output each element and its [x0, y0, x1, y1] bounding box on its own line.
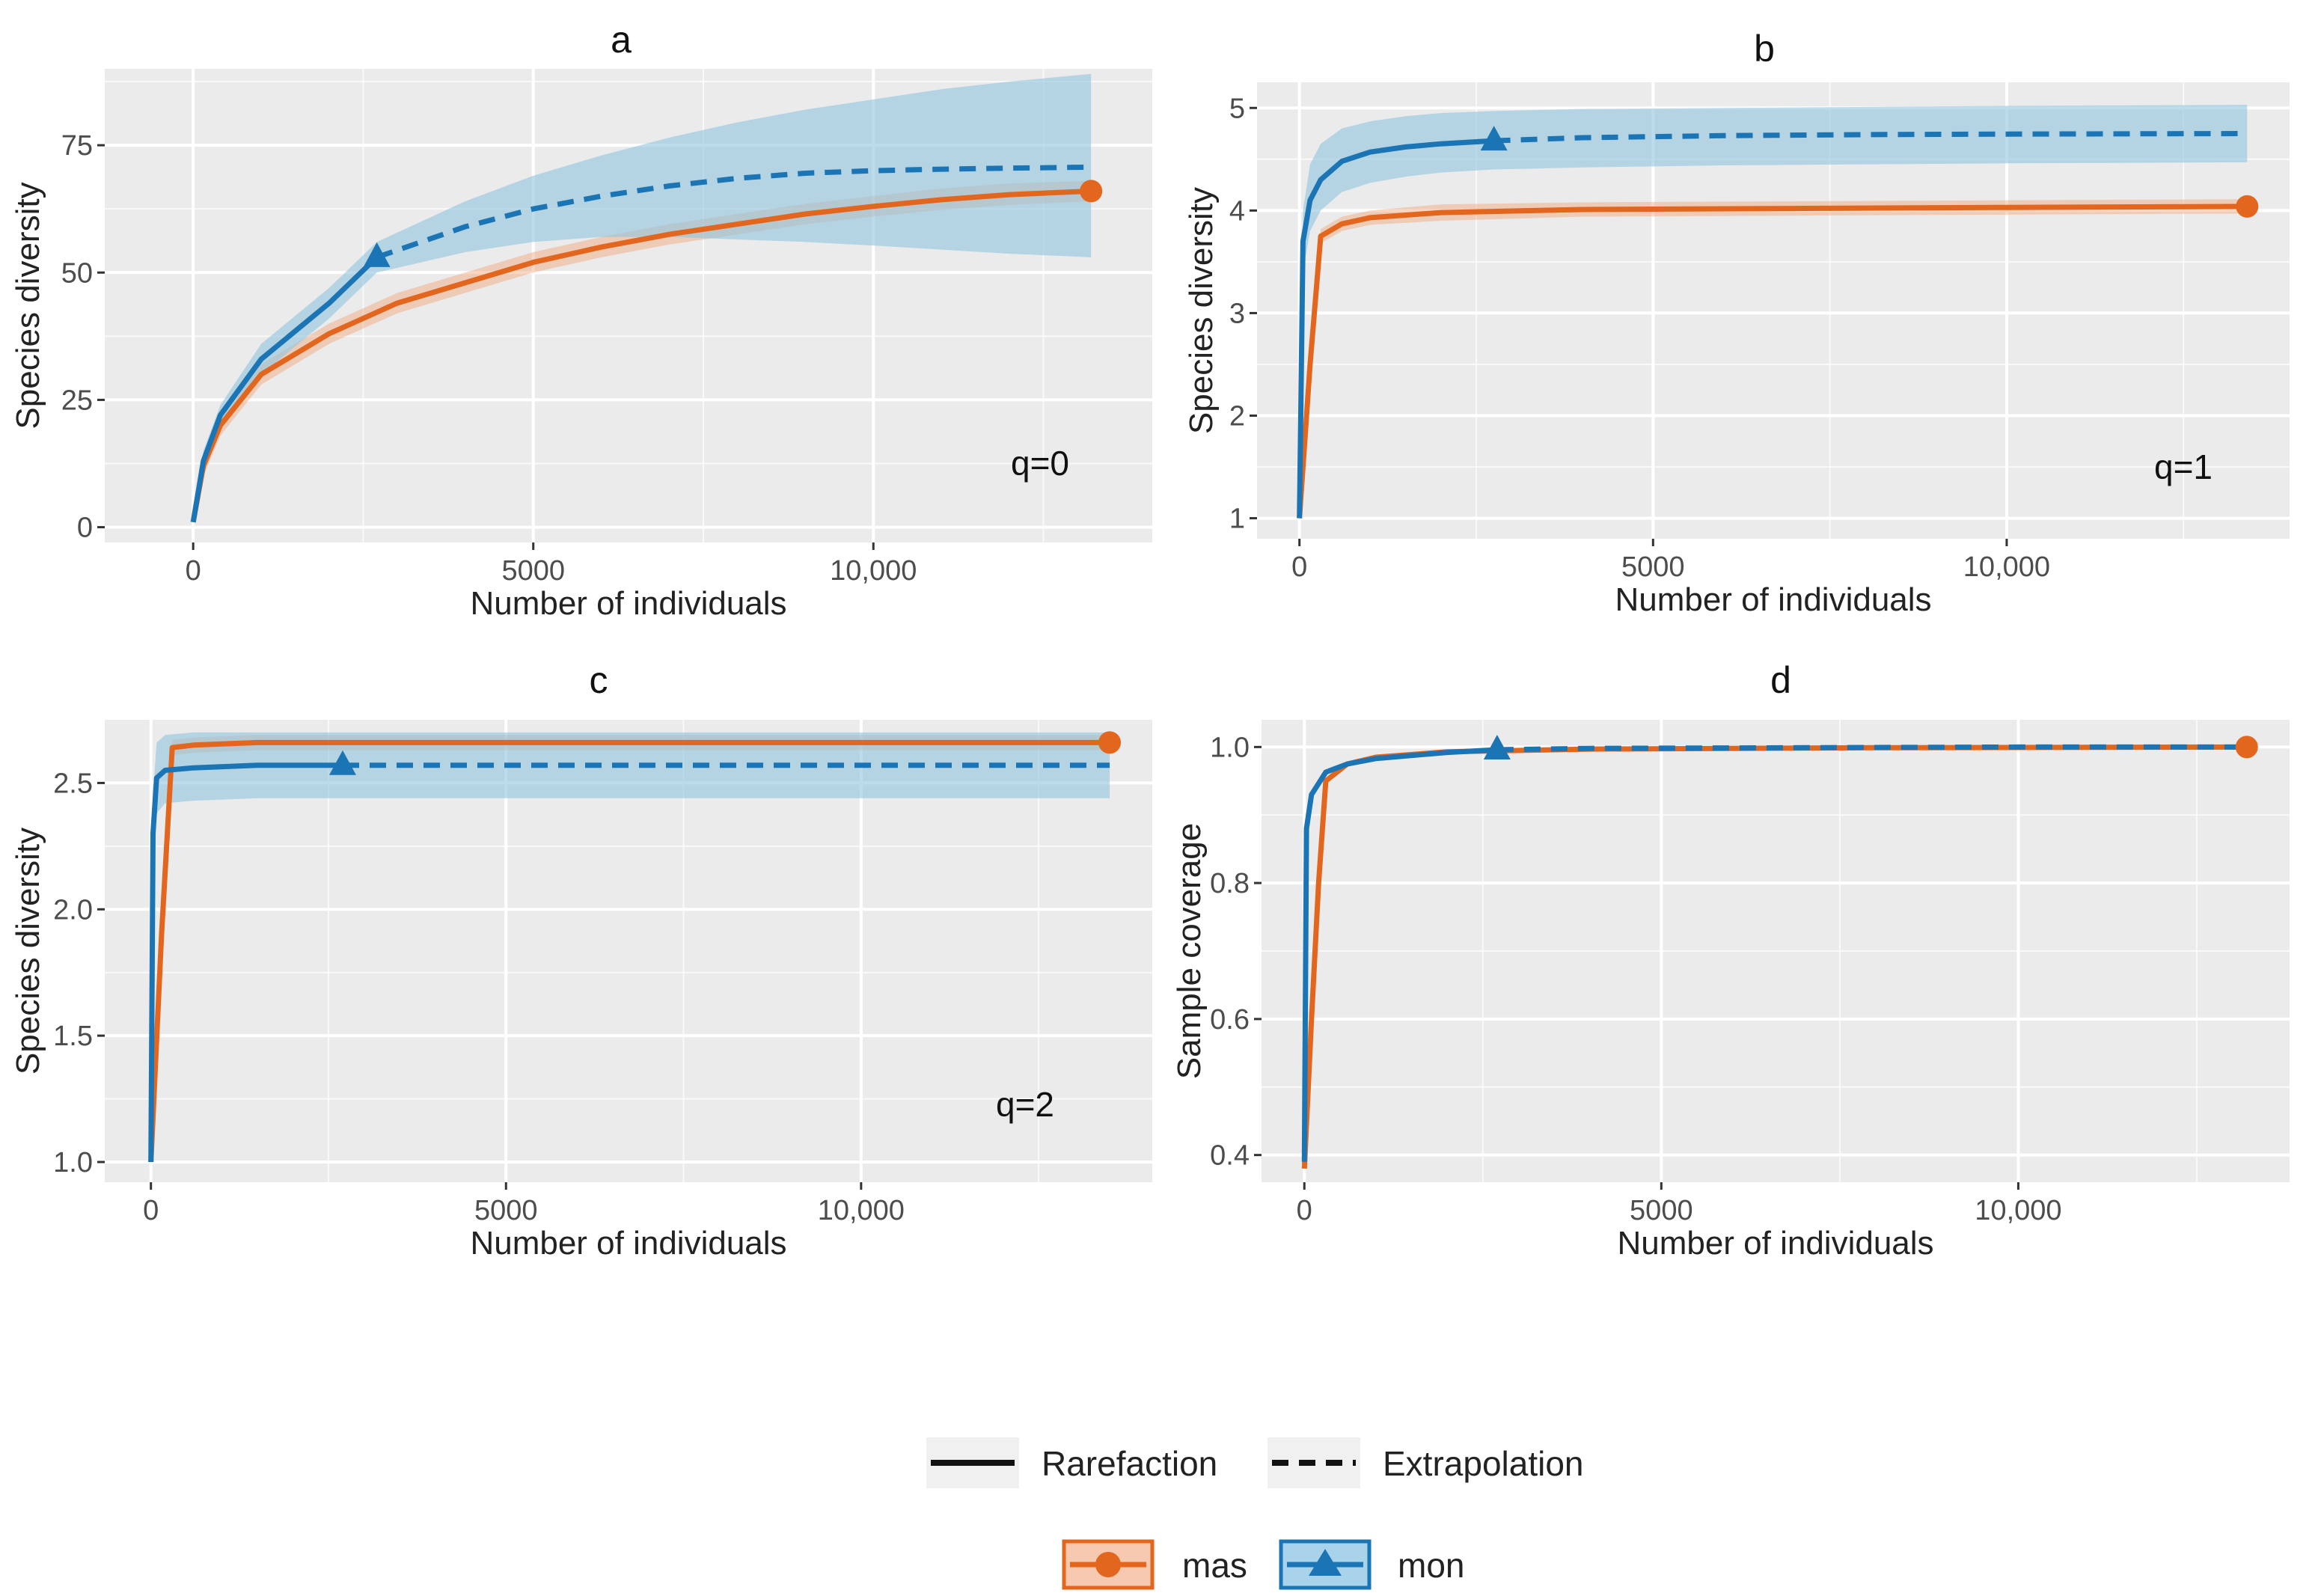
rarefaction-line-mon	[148, 762, 343, 1163]
y-tick-label: 1	[1229, 504, 1245, 535]
q-annotation: q=1	[2154, 447, 2213, 486]
y-tick-label: 3	[1229, 298, 1245, 329]
panel-b: 0 5000 10,000 1 2 3 4 5 b q=1 Number of individual…	[1183, 28, 2290, 618]
x-tick-label: 5000	[501, 555, 565, 587]
legend-label-extrapolation: Extrapolation	[1383, 1444, 1584, 1483]
y-tick-label: 1.5	[53, 1021, 93, 1052]
panel-title: a	[611, 19, 632, 61]
x-axis-label: Number of individuals	[1615, 581, 1931, 618]
observed-point-mas	[1098, 731, 1122, 754]
observed-point-mas	[1080, 180, 1103, 203]
y-axis-label: Species diversity	[10, 828, 46, 1074]
y-tick-label: 0	[77, 513, 93, 544]
y-tick-label: 5	[1229, 93, 1245, 124]
panel-title: c	[590, 659, 608, 701]
x-tick-label: 0	[186, 555, 201, 587]
x-tick-label: 5000	[1621, 551, 1685, 583]
x-tick-label: 5000	[1630, 1195, 1693, 1226]
y-tick-label: 50	[61, 257, 93, 289]
extrapolation-line-mon	[1496, 744, 2247, 753]
observed-point-mas	[2235, 736, 2258, 759]
x-tick-label: 0	[143, 1195, 159, 1226]
y-axis-label: Species diversity	[10, 182, 46, 429]
observed-point-mon	[1480, 126, 1508, 151]
y-tick-label: 0.6	[1210, 1004, 1250, 1036]
panel-a: 0 5000 10,000 0 25 50 75 a q=0 Number of individu…	[10, 19, 1152, 622]
legend-key-mas-circle-marker	[1095, 1552, 1121, 1577]
x-tick-label: 10,000	[1975, 1195, 2061, 1226]
panel-title: b	[1754, 28, 1775, 70]
y-tick-label: 2.5	[53, 768, 93, 799]
x-tick-label: 0	[1291, 551, 1307, 583]
y-tick-label: 0.8	[1210, 868, 1250, 899]
legend-label-mas: mas	[1182, 1546, 1247, 1585]
confidence-band-mon	[193, 73, 1092, 522]
legend: Rarefaction Extrapolation mas mon	[926, 1437, 1584, 1590]
panel-d: 0 5000 10,000 0.4 0.6 0.8 1.0 d Number of indivi…	[1171, 659, 2290, 1262]
y-tick-label: 4	[1229, 195, 1245, 227]
y-tick-label: 2	[1229, 401, 1245, 432]
q-annotation: q=0	[1011, 444, 1069, 483]
rarefaction-line-mas	[148, 739, 1110, 1163]
observed-point-mon	[328, 750, 356, 775]
observed-point-mas	[2236, 195, 2259, 218]
legend-label-rarefaction: Rarefaction	[1042, 1444, 1217, 1483]
y-tick-label: 1.0	[1210, 732, 1250, 763]
panel-c: 0 5000 10,000 1.0 1.5 2.0 2.5 c q=2 Number of ind…	[10, 659, 1152, 1262]
x-axis-label: Number of individuals	[470, 1225, 786, 1262]
observed-point-mon	[1483, 734, 1511, 759]
y-tick-label: 1.0	[53, 1147, 93, 1178]
y-tick-label: 25	[61, 385, 93, 416]
extrapolation-line-mon	[1493, 131, 2248, 144]
q-annotation: q=2	[996, 1085, 1054, 1124]
legend-label-mon: mon	[1398, 1546, 1464, 1585]
confidence-band-mas	[193, 180, 1092, 522]
x-tick-label: 10,000	[1963, 551, 2050, 583]
rarefaction-line-mon	[1301, 747, 1498, 1162]
x-tick-label: 10,000	[830, 555, 917, 587]
confidence-band-mon	[150, 732, 1110, 1162]
y-axis-label: Sample coverage	[1171, 823, 1208, 1079]
x-tick-label: 10,000	[818, 1195, 905, 1226]
y-axis-label: Species diversity	[1183, 187, 1220, 434]
legend-key-mon-triangle-marker	[1309, 1549, 1342, 1576]
y-tick-label: 0.4	[1210, 1140, 1250, 1172]
x-tick-label: 0	[1297, 1195, 1312, 1226]
extrapolation-line-mon	[376, 164, 1092, 260]
panel-title: d	[1770, 659, 1791, 701]
y-tick-label: 75	[61, 130, 93, 162]
rarefaction-line-mas	[1297, 204, 2248, 519]
rarefaction-line-mon	[1297, 138, 1494, 519]
y-tick-label: 2.0	[53, 894, 93, 926]
x-tick-label: 5000	[474, 1195, 538, 1226]
x-axis-label: Number of individuals	[1617, 1225, 1933, 1262]
x-axis-label: Number of individuals	[470, 585, 786, 622]
observed-point-mon	[363, 242, 391, 267]
rarefaction-line-mon	[190, 255, 379, 523]
rarefaction-line-mas	[190, 188, 1092, 523]
